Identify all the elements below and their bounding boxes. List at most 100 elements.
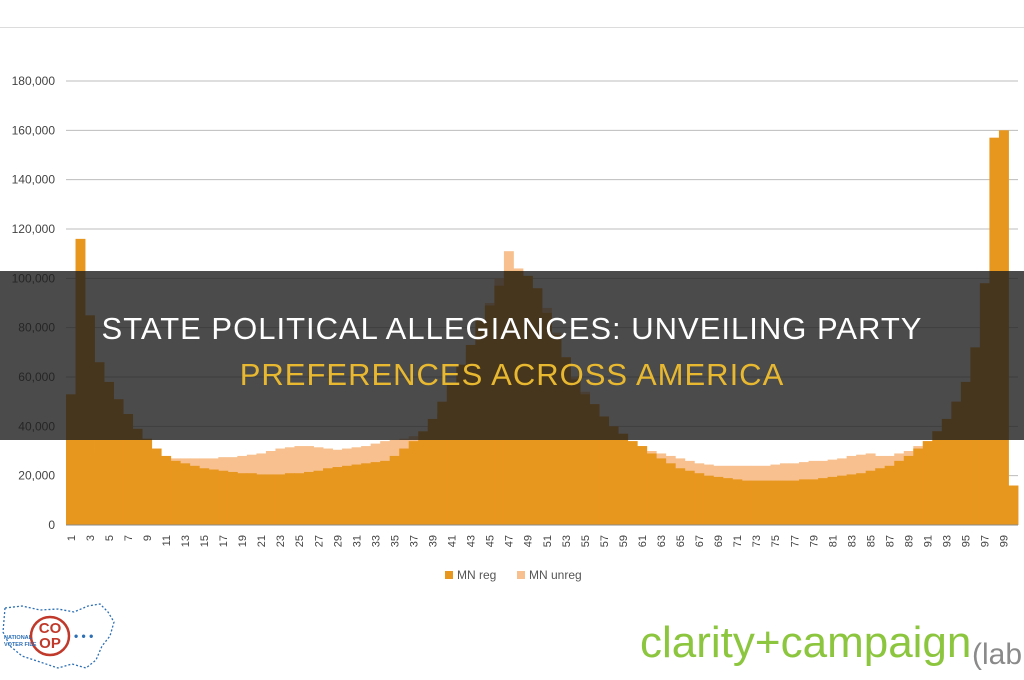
- bar-mn-reg: [741, 480, 752, 525]
- x-tick-label: 41: [447, 535, 459, 547]
- bar-mn-reg: [294, 473, 305, 525]
- bar-mn-reg: [846, 474, 857, 525]
- bar-mn-reg: [665, 463, 676, 525]
- x-tick-label: 85: [865, 535, 877, 547]
- bar-mn-reg: [389, 455, 400, 525]
- x-tick-label: 71: [732, 535, 744, 547]
- bar-mn-reg: [265, 474, 276, 525]
- bar-mn-reg: [627, 441, 638, 525]
- coop-logo-text-bottom: OP: [39, 635, 61, 652]
- x-tick-label: 45: [485, 535, 497, 547]
- bar-mn-reg: [151, 448, 162, 525]
- bar-mn-reg: [608, 426, 619, 525]
- x-tick-label: 9: [142, 535, 154, 541]
- bar-mn-reg: [123, 414, 134, 525]
- x-tick-label: 69: [713, 535, 725, 547]
- x-tick-label: 49: [523, 535, 535, 547]
- bar-mn-reg: [827, 476, 838, 525]
- bar-mn-reg: [284, 473, 295, 525]
- bar-mn-reg: [903, 455, 914, 525]
- x-tick-label: 97: [980, 535, 992, 547]
- bar-mn-reg: [799, 479, 809, 525]
- us-map-outline-icon: [2, 603, 115, 669]
- x-tick-label: 51: [542, 535, 554, 547]
- x-tick-label: 3: [85, 535, 97, 541]
- bar-mn-reg: [399, 448, 410, 525]
- y-tick-label: 160,000: [12, 123, 56, 137]
- bar-mn-reg: [323, 468, 333, 525]
- bar-mn-reg: [951, 401, 962, 525]
- bar-mn-reg: [437, 401, 448, 525]
- y-tick-label: 180,000: [12, 74, 56, 88]
- x-tick-label: 59: [618, 535, 630, 547]
- bar-mn-reg: [570, 379, 581, 525]
- bar-mn-reg: [408, 441, 419, 525]
- bar-mn-reg: [332, 467, 343, 525]
- bar-mn-reg: [342, 465, 352, 525]
- x-tick-label: 33: [370, 535, 382, 547]
- headline: State Political Allegiances: Unveiling P…: [0, 306, 1024, 398]
- bar-mn-reg: [913, 448, 924, 525]
- bar-mn-reg: [599, 416, 610, 525]
- x-tick-label: 11: [161, 535, 173, 546]
- x-tick-label: 7: [123, 535, 135, 541]
- bar-mn-reg: [589, 404, 600, 525]
- bar-mn-reg: [94, 362, 105, 525]
- x-tick-label: 19: [237, 535, 249, 547]
- x-tick-label: 39: [428, 535, 440, 547]
- bar-mn-reg: [884, 465, 895, 525]
- coop-logo-text-top: CO: [39, 620, 62, 637]
- bar-mn-reg: [818, 478, 828, 525]
- bar-mn-reg: [361, 463, 372, 525]
- bar-mn-reg: [703, 475, 714, 525]
- clarity-logo-suffix: (lab: [972, 638, 1022, 671]
- bar-mn-reg: [275, 474, 286, 525]
- x-tick-label: 81: [827, 535, 839, 547]
- bar-mn-reg: [684, 470, 695, 525]
- bar-mn-reg: [1008, 485, 1019, 525]
- bar-mn-reg: [199, 468, 210, 525]
- bar-mn-reg: [922, 441, 933, 525]
- bar-mn-reg: [960, 381, 971, 525]
- bar-mn-reg: [932, 431, 943, 525]
- x-tick-label: 37: [408, 535, 420, 547]
- coop-circle-icon: [29, 615, 71, 657]
- x-tick-label: 87: [884, 535, 896, 547]
- bar-mn-reg: [170, 460, 181, 525]
- bar-mn-reg: [218, 470, 229, 525]
- bar-mn-reg: [161, 455, 172, 525]
- x-tick-label: 35: [389, 535, 401, 547]
- bar-mn-reg: [760, 480, 771, 525]
- clarity-logo-text: clarity+campaign: [640, 618, 971, 667]
- x-tick-label: 21: [256, 535, 268, 547]
- bar-mn-reg: [132, 428, 143, 525]
- bar-mn-reg: [780, 480, 790, 525]
- x-tick-label: 77: [789, 535, 801, 547]
- x-tick-label: 57: [599, 535, 611, 547]
- x-tick-label: 63: [656, 535, 668, 547]
- x-tick-label: 1: [66, 535, 78, 541]
- x-tick-label: 53: [561, 535, 573, 547]
- x-tick-label: 99: [999, 535, 1011, 547]
- x-tick-label: 43: [466, 535, 478, 547]
- x-tick-label: 93: [942, 535, 954, 547]
- bar-mn-reg: [561, 357, 571, 525]
- x-tick-label: 61: [637, 535, 649, 547]
- bar-mn-reg: [66, 394, 76, 525]
- x-tick-label: 65: [675, 535, 687, 547]
- legend-label-mn-reg: MN reg: [457, 568, 496, 582]
- headline-banner: [0, 271, 1024, 440]
- bar-mn-reg: [837, 475, 848, 525]
- legend: MN reg MN unreg: [445, 568, 582, 582]
- x-tick-label: 23: [275, 535, 287, 547]
- bar-mn-reg: [808, 479, 819, 525]
- bar-mn-reg: [142, 438, 153, 525]
- bar-mn-reg: [370, 462, 381, 525]
- headline-line-2: Preferences Across America: [239, 357, 785, 392]
- legend-swatch-mn-reg: [445, 571, 453, 579]
- x-tick-label: 79: [808, 535, 820, 547]
- x-tick-label: 13: [180, 535, 192, 547]
- bar-mn-reg: [304, 471, 314, 525]
- x-tick-label: 75: [770, 535, 782, 547]
- x-tick-label: 25: [294, 535, 306, 547]
